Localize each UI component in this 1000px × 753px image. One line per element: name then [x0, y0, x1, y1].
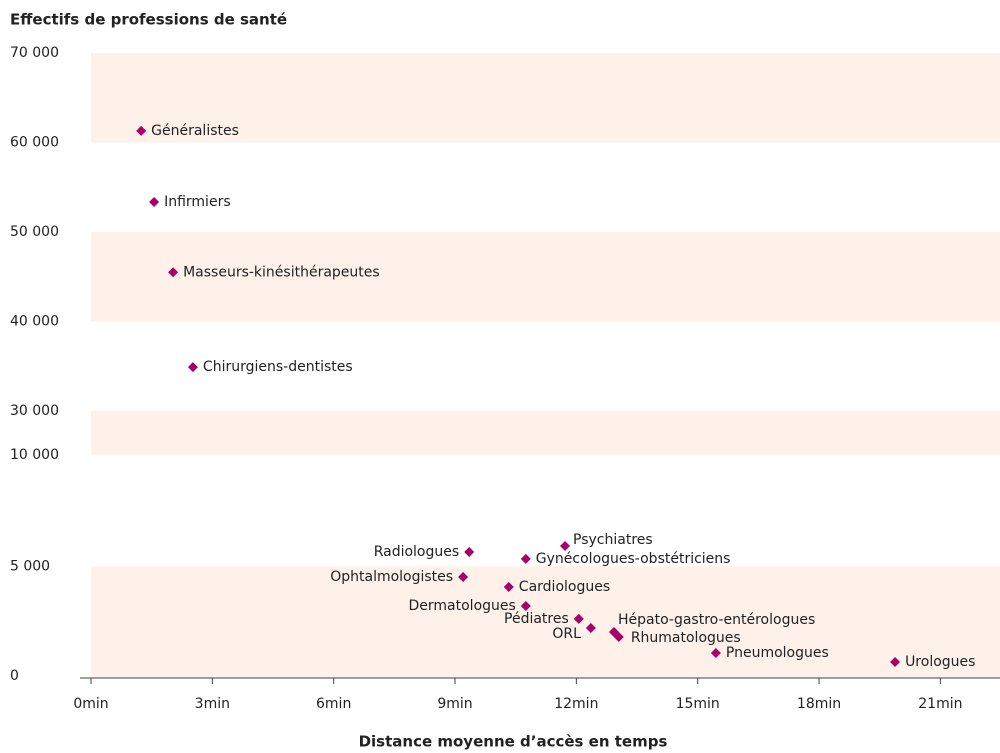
- y-tick-label: 0: [10, 668, 19, 684]
- x-tick-label: 6min: [316, 696, 351, 712]
- chart-title: Effectifs de professions de santé: [10, 11, 287, 29]
- point: [520, 553, 531, 564]
- point: [560, 540, 571, 551]
- point: [520, 600, 531, 611]
- point-label: Pneumologues: [726, 645, 829, 661]
- x-tick-label: 15min: [676, 696, 720, 712]
- point-label: ORL: [552, 626, 581, 642]
- point: [710, 648, 721, 659]
- point-label: Radiologues: [374, 544, 459, 560]
- band: [91, 232, 1000, 322]
- point-label: Gynécologues-obstétriciens: [536, 551, 731, 567]
- point-label: Chirurgiens-dentistes: [203, 359, 353, 375]
- point: [585, 623, 596, 634]
- point: [149, 197, 160, 208]
- point: [458, 571, 469, 582]
- y-tick-label: 70 000: [10, 45, 59, 61]
- point: [136, 125, 147, 136]
- x-tick-label: 21min: [918, 696, 962, 712]
- point-label: Cardiologues: [519, 579, 610, 595]
- point-label: Psychiatres: [573, 532, 653, 548]
- band: [91, 53, 1000, 143]
- y-tick-label: 40 000: [10, 314, 59, 330]
- point: [503, 582, 514, 593]
- point: [168, 267, 179, 278]
- x-tick-label: 0min: [73, 696, 108, 712]
- band: [91, 411, 1000, 455]
- point-label: Masseurs-kinésithérapeutes: [183, 264, 380, 280]
- y-tick-label: 50 000: [10, 224, 59, 240]
- point: [573, 613, 584, 624]
- point: [464, 547, 475, 558]
- x-tick-label: 12min: [554, 696, 598, 712]
- point-label: Rhumatologues: [631, 630, 741, 646]
- y-tick-label: 30 000: [10, 403, 59, 419]
- point: [187, 362, 198, 373]
- point-label: Urologues: [905, 654, 975, 670]
- y-tick-label: 10 000: [10, 447, 59, 463]
- point-label: Hépato-gastro-entérologues: [618, 612, 815, 628]
- x-tick-label: 3min: [195, 696, 230, 712]
- point: [613, 631, 624, 642]
- y-tick-label: 60 000: [10, 135, 59, 151]
- point-label: Généralistes: [151, 123, 239, 139]
- point: [890, 656, 901, 667]
- band: [91, 566, 1000, 678]
- x-axis-label: Distance moyenne d’accès en temps: [359, 733, 668, 751]
- point-label: Infirmiers: [164, 194, 231, 210]
- x-tick-label: 9min: [437, 696, 472, 712]
- point-label: Ophtalmologistes: [330, 569, 453, 585]
- y-tick-label: 5 000: [10, 559, 50, 575]
- x-tick-label: 18min: [797, 696, 841, 712]
- point-label: Dermatologues: [409, 598, 516, 614]
- point-label: Pédiatres: [504, 611, 569, 627]
